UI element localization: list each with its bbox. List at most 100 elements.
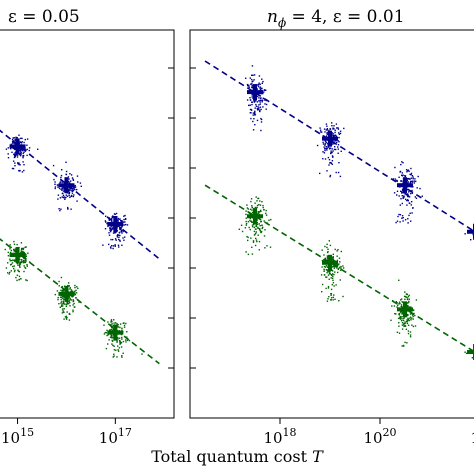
scatter-point: [70, 208, 72, 210]
scatter-point: [415, 299, 418, 301]
x-axis-label-text: Total quantum cost: [151, 447, 312, 466]
scatter-point: [410, 306, 412, 308]
scatter-point: [74, 184, 76, 187]
scatter-point: [73, 188, 75, 190]
scatter-point: [337, 144, 340, 146]
scatter-point: [333, 128, 335, 130]
scatter-point: [265, 212, 267, 215]
scatter-point: [327, 287, 330, 289]
scatter-point: [65, 173, 67, 176]
scatter-point: [324, 258, 327, 260]
scatter-point: [64, 303, 66, 305]
scatter-point: [12, 167, 15, 170]
scatter-point: [63, 295, 65, 297]
scatter-point: [252, 114, 254, 116]
scatter-point: [258, 240, 261, 243]
scatter-point: [111, 326, 113, 328]
scatter-point: [13, 156, 16, 158]
scatter-point: [401, 191, 403, 193]
scatter-point: [411, 324, 413, 326]
scatter-point: [26, 265, 28, 267]
scatter-point: [263, 89, 266, 91]
scatter-point: [270, 218, 272, 221]
scatter-point: [66, 195, 69, 197]
scatter-point: [19, 155, 22, 157]
scatter-point: [413, 312, 415, 315]
scatter-point: [251, 94, 253, 96]
scatter-point: [323, 274, 326, 276]
scatter-point: [260, 108, 262, 111]
scatter-point: [402, 316, 404, 318]
scatter-point: [126, 336, 128, 338]
scatter-point: [249, 97, 251, 99]
scatter-point: [68, 192, 70, 194]
scatter-point: [407, 194, 409, 196]
scatter-point: [339, 266, 341, 268]
scatter-point: [401, 215, 404, 217]
scatter-point: [263, 235, 266, 237]
scatter-point: [251, 65, 254, 67]
scatter-point: [324, 266, 327, 268]
scatter-point: [68, 319, 71, 321]
scatter-point: [327, 146, 330, 148]
scatter-point: [14, 155, 16, 157]
scatter-point: [260, 230, 263, 233]
scatter-point: [405, 293, 408, 295]
x-tick-label: 1018: [263, 426, 296, 447]
scatter-point: [74, 306, 76, 308]
scatter-point: [21, 137, 23, 140]
scatter-point: [329, 175, 331, 178]
scatter-point: [18, 265, 21, 267]
scatter-point: [72, 311, 74, 313]
scatter-point: [334, 271, 336, 273]
scatter-point: [392, 300, 394, 302]
scatter-point: [20, 251, 22, 254]
scatter-point: [110, 321, 112, 323]
scatter-point: [251, 85, 253, 87]
scatter-point: [61, 187, 63, 189]
scatter-point: [263, 209, 265, 211]
scatter-point: [411, 181, 414, 183]
scatter-point: [403, 325, 405, 328]
scatter-point: [265, 103, 268, 106]
scatter-point: [325, 148, 327, 150]
scatter-point: [14, 152, 16, 154]
scatter-point: [414, 325, 417, 327]
scatter-point: [402, 217, 404, 219]
scatter-point: [332, 133, 335, 135]
scatter-point: [398, 314, 400, 316]
scatter-point: [112, 215, 114, 218]
scatter-point: [259, 86, 262, 88]
scatter-point: [245, 251, 247, 253]
scatter-point: [61, 308, 64, 310]
scatter-point: [407, 302, 409, 304]
scatter-point: [252, 74, 254, 76]
scatter-point: [250, 83, 252, 85]
scatter-point: [259, 200, 261, 202]
scatter-point: [322, 135, 324, 137]
scatter-point: [67, 284, 69, 287]
scatter-point: [406, 194, 408, 196]
scatter-point: [20, 242, 23, 244]
scatter-point: [59, 306, 61, 308]
scatter-point: [4, 248, 6, 251]
scatter-point: [407, 318, 409, 320]
scatter-point: [108, 339, 110, 341]
scatter-point: [337, 264, 339, 267]
scatter-point: [119, 341, 121, 343]
scatter-point: [59, 197, 62, 199]
scatter-point: [402, 220, 404, 222]
scatter-point: [27, 252, 29, 254]
scatter-point: [17, 264, 19, 266]
scatter-point: [256, 240, 258, 243]
scatter-point: [409, 313, 412, 315]
scatter-point: [265, 99, 267, 102]
scatter-point: [332, 128, 334, 130]
scatter-point: [19, 153, 21, 156]
scatter-point: [332, 127, 334, 129]
scatter-point: [74, 186, 76, 188]
scatter-point: [18, 162, 20, 164]
scatter-point: [327, 131, 329, 134]
scatter-point: [28, 147, 31, 149]
scatter-point: [114, 245, 116, 247]
